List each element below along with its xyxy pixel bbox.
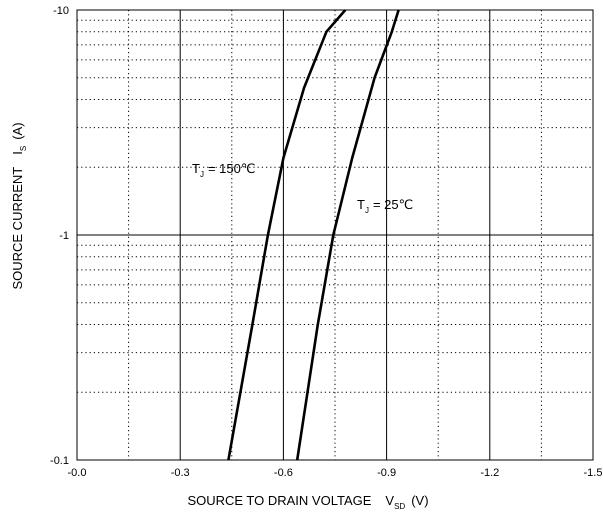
plot-frame [76, 9, 594, 461]
y-tick-label: -10 [53, 5, 69, 17]
y-tick-label: -1 [59, 230, 69, 242]
x-tick-label: -1.5 [584, 467, 603, 479]
series-line-tj-150 [227, 9, 347, 461]
series-label-tj-25: TJ = 25℃ [357, 197, 413, 215]
series-labels: TJ = 150℃ TJ = 25℃ [192, 161, 413, 215]
y-tick-labels: -0.1 -1 -10 [50, 5, 69, 467]
x-tick-label: -0.9 [377, 467, 396, 479]
series-label-tj-150: TJ = 150℃ [192, 161, 255, 179]
y-tick-label: -0.1 [50, 455, 69, 467]
series-line-tj-25 [295, 9, 400, 461]
x-tick-label: -1.2 [480, 467, 499, 479]
x-tick-label: -0.0 [68, 467, 87, 479]
x-tick-label: -0.6 [274, 467, 293, 479]
grid-major [77, 10, 593, 460]
series-lines [227, 9, 400, 461]
x-tick-labels: -0.0 -0.3 -0.6 -0.9 -1.2 -1.5 [68, 467, 603, 479]
grid-minor [77, 10, 593, 460]
x-axis-title: SOURCE TO DRAIN VOLTAGE VSD (V) [187, 493, 428, 511]
y-axis-title: SOURCE CURRENTIS(A) [10, 122, 28, 289]
x-tick-label: -0.3 [171, 467, 190, 479]
